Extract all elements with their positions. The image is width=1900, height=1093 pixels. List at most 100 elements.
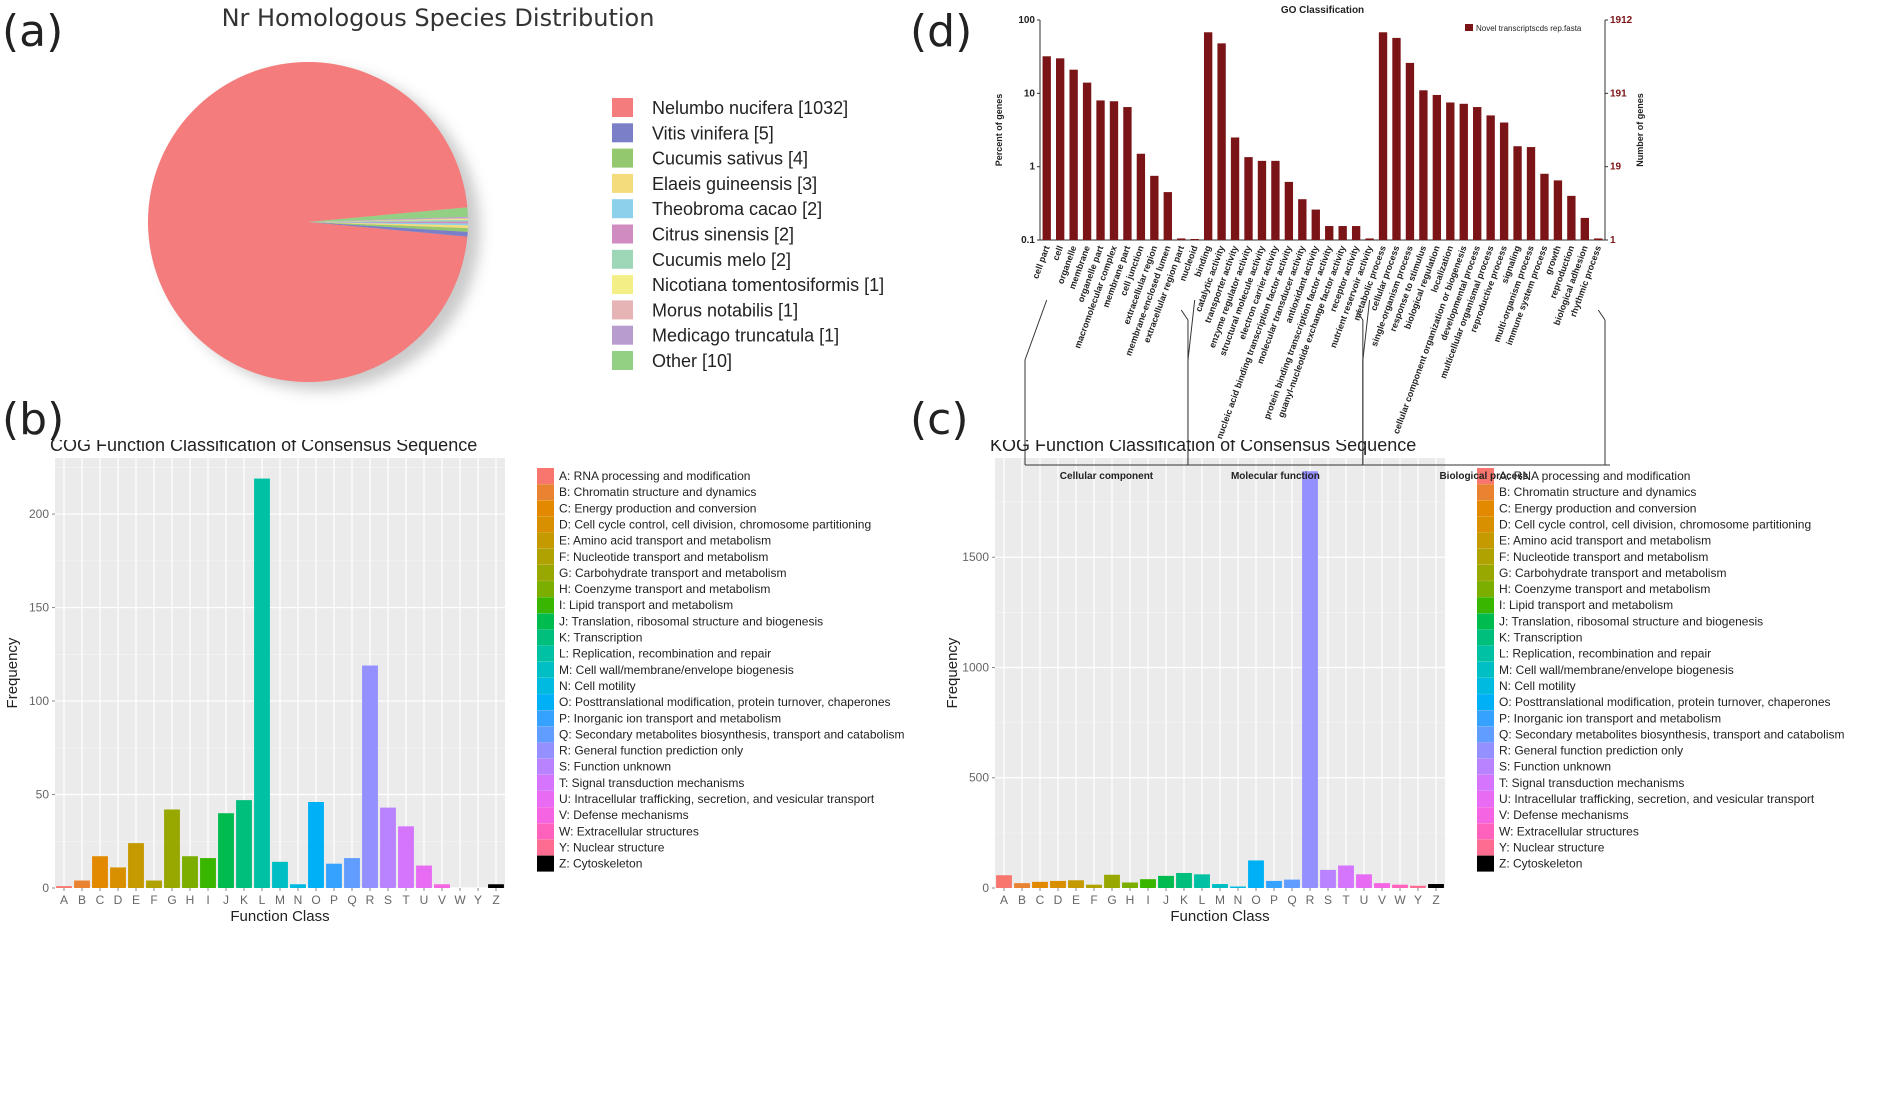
kog-xtick-label: S [1324,893,1332,907]
cog-legend-label: A: RNA processing and modification [559,469,750,483]
go-xtick-label: cell part [1030,244,1051,280]
kog-bar [1032,881,1048,888]
cog-legend-label: G: Carbohydrate transport and metabolism [559,566,786,580]
cog-bar [326,863,342,888]
go-bar [1446,102,1455,240]
pie-legend-swatch [612,351,633,370]
cog-bar [254,478,270,888]
pie-slice [308,222,468,226]
go-bar [1257,160,1267,240]
cog-legend-swatch [537,758,554,775]
kog-legend-label: H: Coenzyme transport and metabolism [1499,582,1710,596]
kog-legend-label: B: Chromatin structure and dynamics [1499,485,1696,499]
go-group-bracket [1362,299,1371,361]
go-bar [1540,173,1549,240]
panel-label-b: (b) [2,394,65,445]
cog-xtick-label: P [330,893,338,907]
go-bar [1150,175,1159,240]
go-y2tick-label: 19 [1610,162,1622,173]
kog-legend-swatch [1477,581,1494,598]
pie-legend-label: Citrus sinensis [2] [652,225,794,245]
kog-bar [1140,879,1156,888]
go-bar [1365,238,1374,240]
cog-legend-swatch [537,597,554,614]
cog-xtick-label: D [114,893,123,907]
kog-xtick-label: A [1000,893,1008,907]
go-group-label: Cellular component [1060,471,1154,482]
cog-legend-label: Z: Cytoskeleton [559,857,642,871]
go-title: GO Classification [1281,5,1364,16]
pie-legend-swatch [612,325,633,345]
cog-bar [182,856,198,888]
kog-legend-swatch [1477,597,1494,614]
kog-bar [1284,879,1300,888]
cog-legend-label: L: Replication, recombination and repair [559,647,771,661]
cog-xtick-label: R [366,893,375,907]
cog-legend-swatch [537,484,554,501]
cog-xtick-label: L [259,893,266,907]
cog-legend-swatch [537,548,554,565]
kog-legend-label: D: Cell cycle control, cell division, ch… [1499,517,1811,531]
pie-legend-label: Cucumis sativus [4] [652,149,808,169]
cog-legend-label: D: Cell cycle control, cell division, ch… [559,517,871,531]
cog-ylabel: Frequency [4,637,21,708]
kog-legend-swatch [1477,532,1494,549]
go-bar [1405,62,1415,241]
go-legend-swatch [1465,24,1473,31]
kog-bar [1428,884,1444,888]
cog-bar [110,867,126,888]
kog-legend-swatch [1477,468,1494,484]
kog-bar [1068,880,1084,888]
kog-bar [1194,874,1210,888]
kog-bar [1230,886,1246,888]
go-xtick-label: cell [1051,244,1066,262]
cog-xtick-label: F [150,893,157,907]
cog-bar [200,858,216,888]
kog-legend-label: I: Lipid transport and metabolism [1499,598,1673,612]
kog-xtick-label: Q [1287,893,1296,907]
pie-legend-label: Nelumbo nucifera [1032] [652,98,848,118]
cog-xtick-label: W [454,893,466,907]
panel-label-d: (d) [910,6,973,57]
cog-legend-label: Q: Secondary metabolites biosynthesis, t… [559,727,905,741]
go-bar [1513,146,1522,240]
kog-legend-label: S: Function unknown [1499,760,1611,774]
cog-legend-label: Y: Nuclear structure [559,840,665,854]
cog-xtick-label: T [402,893,410,907]
kog-legend-swatch [1477,564,1494,581]
go-bar [1123,107,1132,240]
pie-legend-swatch [612,249,633,269]
go-bar [1338,226,1347,240]
go-ytick-label: 10 [1024,88,1036,99]
go-bar [1163,192,1172,240]
go-bar [1271,160,1280,240]
go-bar [1432,94,1442,240]
cog-legend-label: V: Defense mechanisms [559,808,689,822]
cog-bar [128,843,144,888]
pie-slice [308,222,468,229]
kog-title: KOG Function Classification of Consensus… [990,440,1416,455]
go-bar [1284,181,1294,240]
kog-legend-swatch [1477,694,1494,711]
cog-legend-label: N: Cell motility [559,679,636,693]
kog-legend-label: L: Replication, recombination and repair [1499,647,1711,661]
kog-bar [1302,471,1318,888]
go-group-label: Molecular function [1231,471,1320,482]
cog-xtick-label: I [206,893,209,907]
go-ytick-label: 1 [1029,162,1035,173]
kog-legend-swatch [1477,710,1494,727]
cog-legend-label: H: Coenzyme transport and metabolism [559,582,770,596]
go-bar [1473,107,1482,240]
cog-legend-swatch [537,774,554,791]
cog-ytick-label: 150 [29,601,49,615]
kog-ytick-label: 500 [969,771,989,785]
cog-xtick-label: O [311,893,320,907]
pie-slice [308,217,468,222]
cog-legend-swatch [537,855,554,872]
pie-legend-label: Cucumis melo [2] [652,250,791,270]
kog-legend-swatch [1477,677,1494,694]
kog-ytick-label: 0 [982,881,989,895]
panel-label-c: (c) [910,394,969,445]
kog-bar [1212,884,1228,888]
cog-legend-swatch [537,516,554,533]
